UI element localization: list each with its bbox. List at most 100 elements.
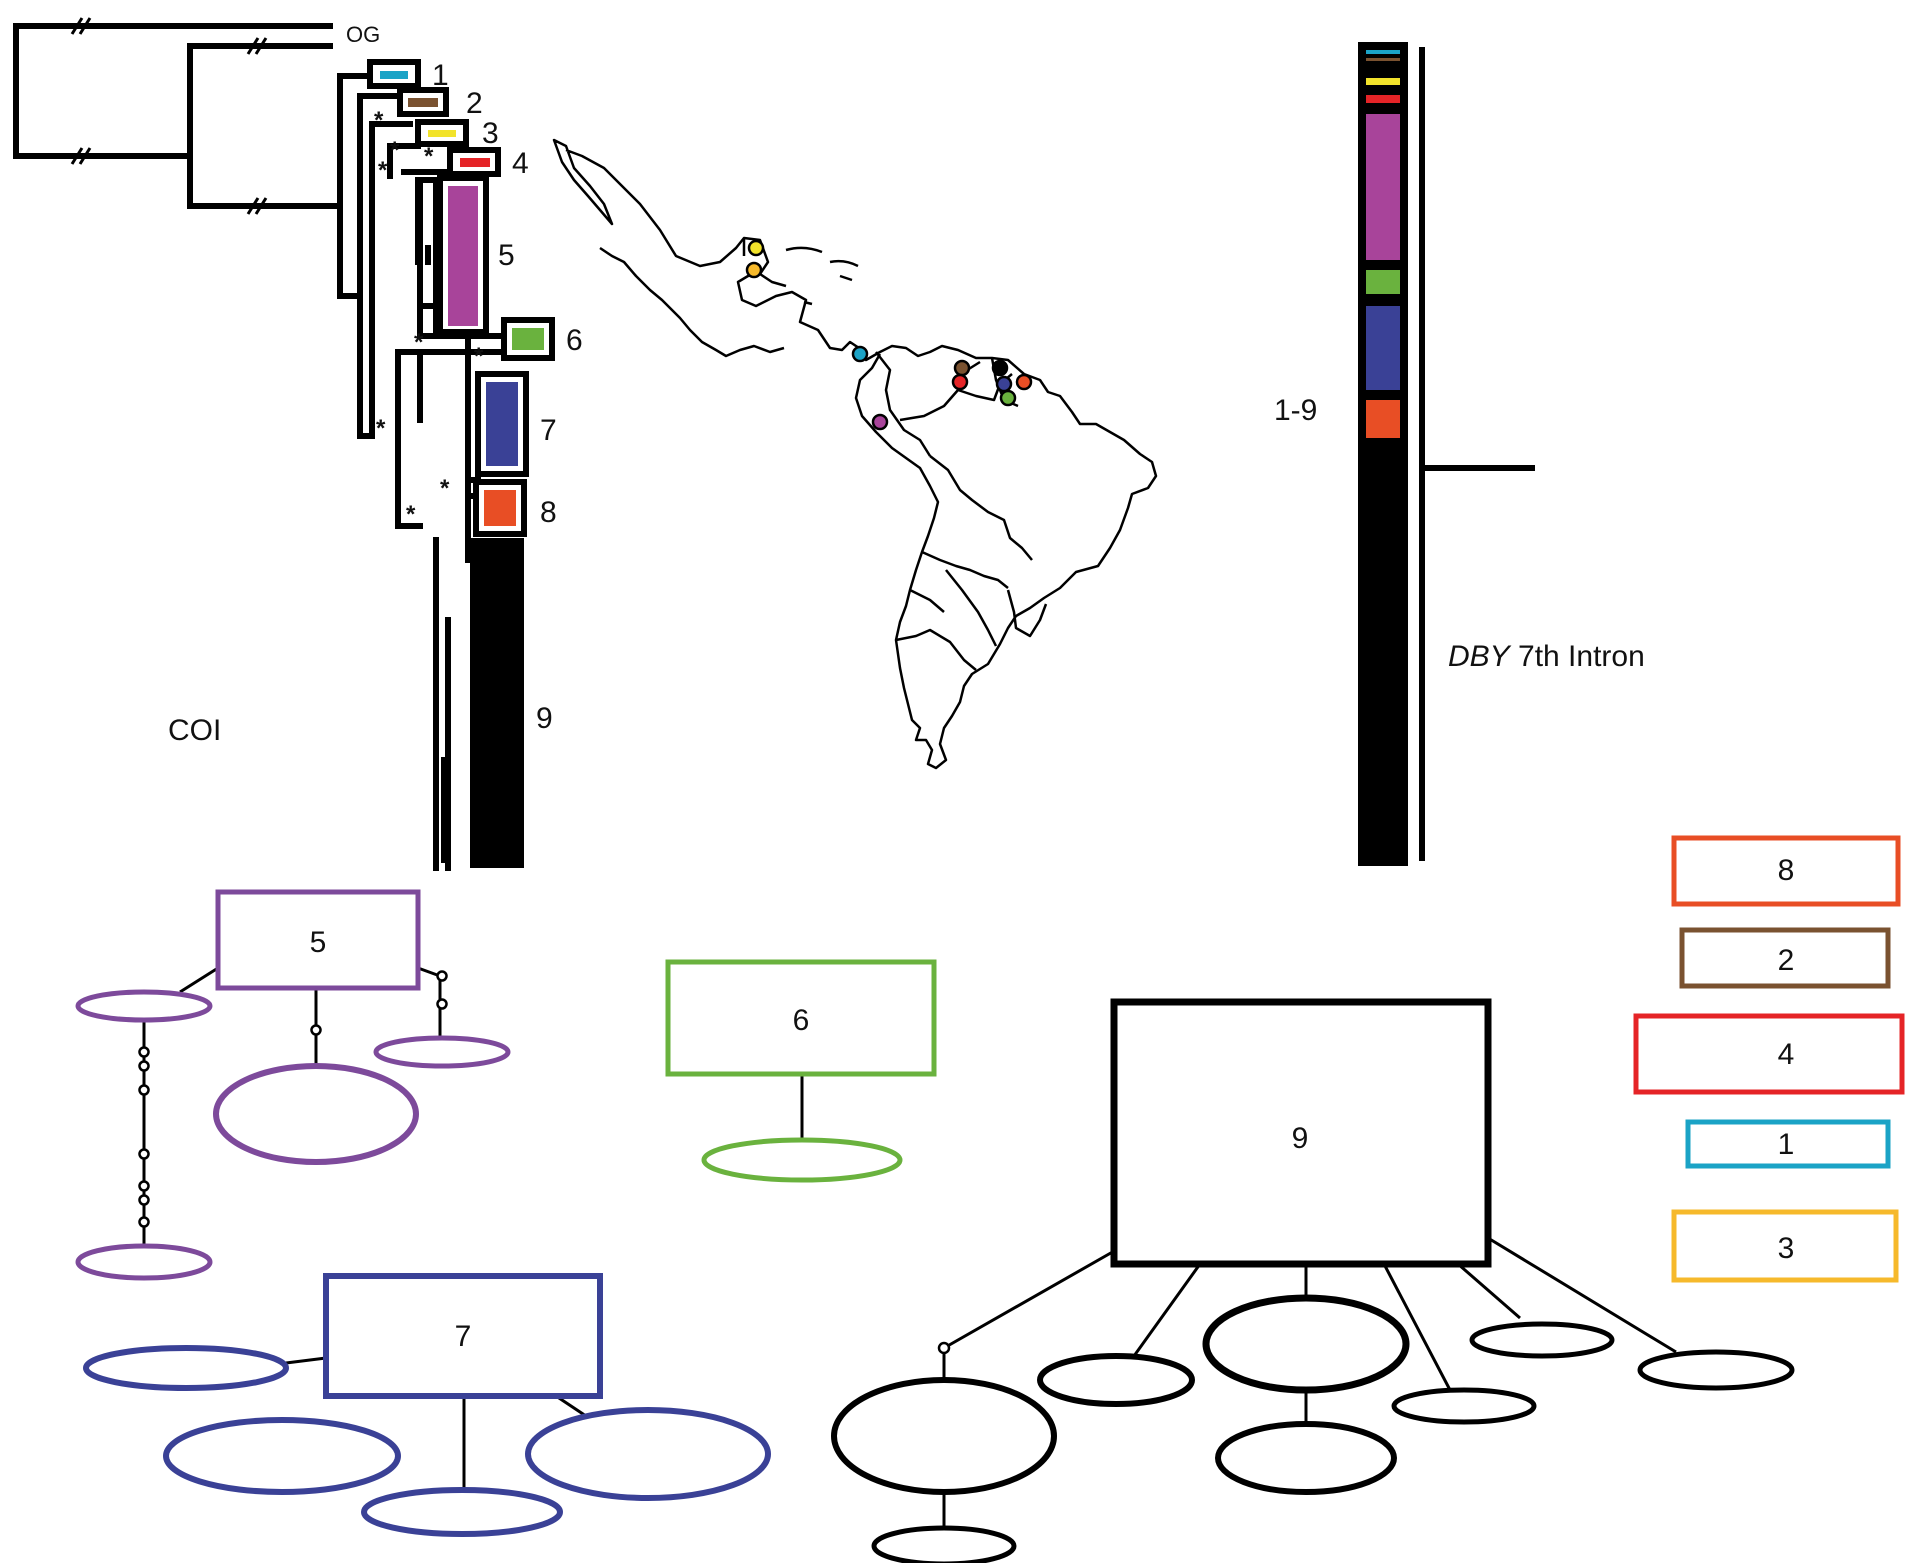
coi-clade-3-fill bbox=[428, 130, 456, 137]
svg-text:*: * bbox=[390, 137, 400, 164]
network-7-haplotype bbox=[163, 1417, 401, 1495]
network-6-haplotype bbox=[701, 1137, 903, 1183]
site-clade-1 bbox=[851, 345, 869, 363]
legend-box-1 bbox=[1685, 1119, 1891, 1169]
site-clade-9 bbox=[991, 359, 1009, 377]
dby-band-6 bbox=[1366, 270, 1400, 294]
network-7-central-haplotype bbox=[323, 1273, 603, 1399]
network-7-haplotype bbox=[83, 1345, 289, 1391]
legend-box-8 bbox=[1671, 835, 1901, 907]
coi-clade-6-fill bbox=[512, 328, 544, 350]
network-9-haplotype bbox=[871, 1525, 1017, 1563]
site-clade-4 bbox=[951, 373, 969, 391]
map-outline bbox=[552, 138, 1158, 770]
network-7-haplotype bbox=[525, 1407, 771, 1501]
support-asterisks: * * * * * * * * * bbox=[374, 107, 484, 528]
network-6-central-haplotype bbox=[665, 959, 937, 1077]
haplotype-network-9: 9 bbox=[831, 998, 1795, 1563]
network-9-haplotype bbox=[831, 1377, 1057, 1495]
coi-label-6: 6 bbox=[566, 324, 583, 357]
svg-text:*: * bbox=[374, 107, 384, 134]
legend-box-3 bbox=[1671, 1209, 1899, 1283]
svg-text:*: * bbox=[378, 157, 388, 184]
svg-text:*: * bbox=[424, 143, 434, 170]
latin-america-map bbox=[552, 138, 1158, 770]
coi-label-2: 2 bbox=[466, 87, 483, 120]
network-7-haplotype bbox=[361, 1487, 563, 1537]
site-clade-3 bbox=[747, 239, 765, 257]
site-clade-6 bbox=[999, 389, 1017, 407]
legend-label-4: 4 bbox=[1778, 1038, 1795, 1071]
network-5-haplotype bbox=[75, 1243, 213, 1281]
coi-clade-2-fill bbox=[408, 98, 438, 107]
dby-panel: 1-9 DBY 7th Intron bbox=[1274, 42, 1645, 866]
svg-text:*: * bbox=[474, 343, 484, 370]
legend-label-2: 2 bbox=[1778, 944, 1795, 977]
dby-band-2 bbox=[1366, 58, 1400, 61]
branch-break-marks bbox=[70, 17, 268, 215]
network-5-haplotype bbox=[213, 1063, 419, 1165]
site-clade-5 bbox=[871, 413, 889, 431]
network-9-haplotype bbox=[1469, 1321, 1615, 1359]
network-5-label: 5 bbox=[310, 926, 327, 959]
missing-haplotype-nodes bbox=[138, 970, 448, 1228]
legend-box-2 bbox=[1679, 927, 1891, 989]
legend-box-4 bbox=[1633, 1013, 1905, 1095]
dby-range-label: 1-9 bbox=[1274, 394, 1317, 427]
coi-label-1: 1 bbox=[432, 59, 449, 92]
coi-label-8: 8 bbox=[540, 496, 557, 529]
missing-haplotype-node bbox=[937, 1341, 951, 1355]
coi-clade-9-box bbox=[470, 538, 524, 868]
coi-label-4: 4 bbox=[512, 147, 529, 180]
coi-clade-8-fill bbox=[484, 490, 516, 526]
coi-label-7: 7 bbox=[540, 414, 557, 447]
coi-label-9: 9 bbox=[536, 702, 553, 735]
network-6-label: 6 bbox=[793, 1004, 810, 1037]
coi-clade-4-fill bbox=[460, 158, 490, 167]
network-legend: 8 2 4 1 3 bbox=[1633, 835, 1905, 1283]
legend-label-8: 8 bbox=[1778, 854, 1795, 887]
network-5-central-haplotype bbox=[215, 889, 421, 991]
network-5-haplotype bbox=[75, 989, 213, 1023]
dby-band-5 bbox=[1366, 114, 1400, 260]
coi-label-5: 5 bbox=[498, 239, 515, 272]
dby-band-8 bbox=[1366, 400, 1400, 438]
legend-label-3: 3 bbox=[1778, 1232, 1795, 1265]
network-9-haplotype bbox=[1202, 1294, 1410, 1394]
legend-label-1: 1 bbox=[1778, 1128, 1795, 1161]
coi-clade-1-fill bbox=[380, 71, 408, 79]
map-sample-points bbox=[745, 239, 1033, 431]
dby-band-1 bbox=[1366, 50, 1400, 54]
network-9-haplotype bbox=[1391, 1387, 1537, 1425]
outgroup-label: OG bbox=[346, 22, 380, 47]
dby-band-7 bbox=[1366, 306, 1400, 390]
site-clade-7 bbox=[995, 375, 1013, 393]
site-clade-8 bbox=[1015, 373, 1033, 391]
dby-marker-label: DBY 7th Intron bbox=[1448, 640, 1645, 673]
network-9-label: 9 bbox=[1292, 1122, 1309, 1155]
network-5-haplotype bbox=[373, 1035, 511, 1069]
site-clade-2 bbox=[953, 359, 971, 377]
network-7-label: 7 bbox=[455, 1320, 472, 1353]
dby-band-3 bbox=[1366, 78, 1400, 85]
coi-marker-label: COI bbox=[168, 714, 221, 747]
svg-text:*: * bbox=[440, 475, 450, 502]
haplotype-network-5: 5 bbox=[75, 889, 511, 1281]
haplotype-network-7: 7 bbox=[83, 1273, 771, 1537]
site-clade-3b bbox=[745, 261, 763, 279]
network-9-central-haplotype bbox=[1110, 998, 1492, 1268]
coi-clade-7-fill bbox=[486, 382, 518, 466]
svg-text:*: * bbox=[406, 501, 416, 528]
haplotype-network-6: 6 bbox=[665, 959, 937, 1183]
coi-label-3: 3 bbox=[482, 117, 499, 150]
network-9-haplotype bbox=[1037, 1353, 1195, 1407]
coi-clade-5-fill bbox=[448, 186, 478, 326]
map-borders bbox=[742, 238, 1048, 671]
svg-text:*: * bbox=[376, 415, 386, 442]
coi-tree: 1 2 3 4 5 6 7 8 9 * * * * * * * * * OG C… bbox=[13, 17, 583, 871]
svg-text:*: * bbox=[414, 329, 424, 356]
coi-clade-1-box bbox=[367, 59, 421, 89]
dby-band-4 bbox=[1366, 95, 1400, 103]
network-9-haplotype bbox=[1637, 1349, 1795, 1391]
